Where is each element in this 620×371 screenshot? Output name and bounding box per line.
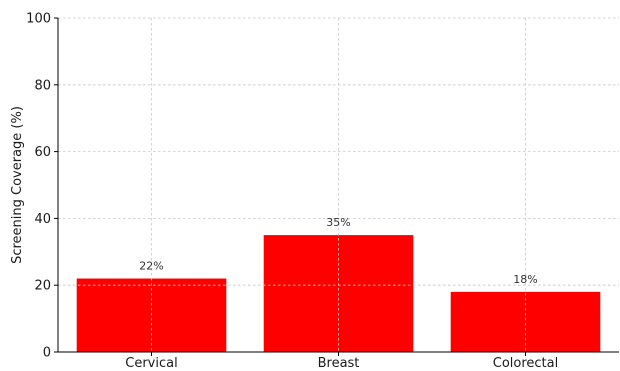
y-tick-label: 80 — [34, 78, 51, 93]
y-axis-title: Screening Coverage (%) — [10, 106, 25, 264]
bars — [58, 17, 619, 352]
x-tick-label-breast: Breast — [318, 356, 360, 367]
y-tick-label: 60 — [34, 145, 51, 160]
y-tick-label: 100 — [26, 12, 51, 27]
y-tick-label: 20 — [34, 279, 51, 294]
y-tick-label: 40 — [34, 212, 51, 227]
bar-colorectal — [450, 291, 601, 352]
x-tick-label-cervical: Cervical — [125, 356, 177, 367]
data-label-colorectal: 18% — [513, 273, 537, 286]
labels: 22% 35% 18% — [139, 216, 537, 286]
x-tick-label-colorectal: Colorectal — [493, 356, 558, 367]
data-label-breast: 35% — [326, 216, 350, 229]
y-tick-label: 0 — [43, 346, 51, 361]
data-label-cervical: 22% — [139, 260, 163, 273]
